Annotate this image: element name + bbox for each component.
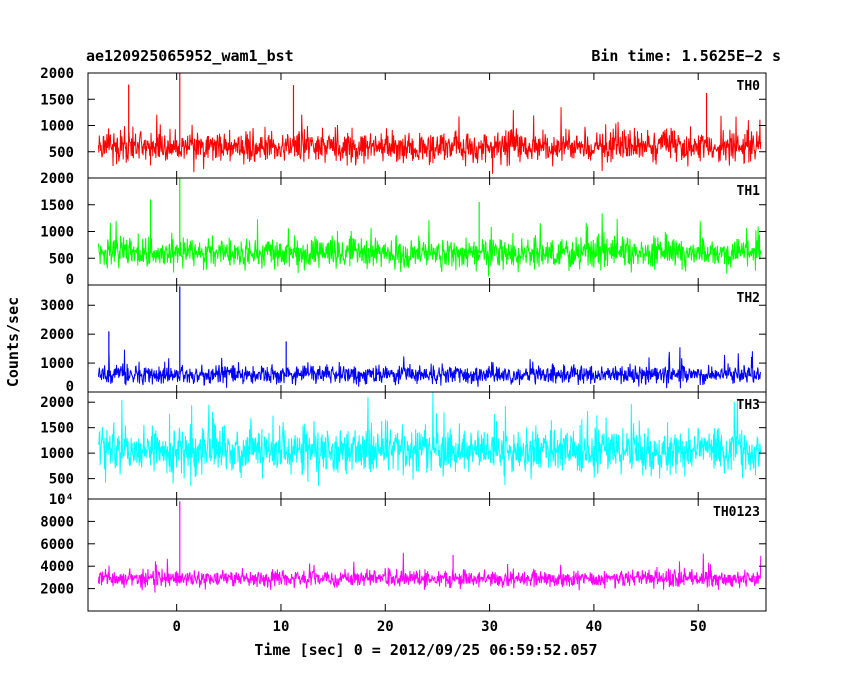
- series-line-th0123: [97, 552, 762, 593]
- y-tick-label-th3-3: 2000: [40, 395, 74, 411]
- y-axis-label: Counts/sec: [4, 297, 22, 387]
- y-tick-label-th0-2: 1500: [40, 92, 74, 108]
- series-line-th3: [97, 391, 762, 487]
- chart-title: ae120925065952_wam1_bst: [86, 47, 294, 65]
- y-tick-label-th2-0: 0: [66, 379, 74, 395]
- panel-label-th1: TH1: [737, 184, 761, 199]
- y-tick-label-th3-2: 1500: [40, 421, 74, 437]
- y-tick-label-th1-0: 0: [66, 272, 74, 288]
- y-tick-label-th1-3: 1500: [40, 198, 74, 214]
- panel-th3: 500 1000 1500 2000 10⁴ TH3: [40, 391, 767, 508]
- y-tick-label-th0-3: 2000: [40, 66, 74, 82]
- y-tick-label-th0123-1: 4000: [40, 559, 74, 575]
- y-tick-label-th2-2: 2000: [40, 327, 74, 343]
- y-tick-label-th1-1: 500: [49, 251, 74, 267]
- series-line-th1: [97, 213, 762, 277]
- x-tick-label-4: 40: [585, 619, 602, 635]
- y-tick-label-th0123-0: 2000: [40, 582, 74, 598]
- y-tick-label-th1-4: 2000: [40, 171, 74, 187]
- panel-label-th3: TH3: [737, 398, 760, 413]
- panel-th1: 0 500 1000 1500 2000 TH1: [40, 171, 767, 288]
- y-tick-label-th0123-2: 6000: [40, 537, 74, 553]
- panel-th0: 500 1000 1500 2000 TH0: [40, 66, 767, 179]
- y-tick-label-th0123-3: 8000: [40, 514, 74, 530]
- y-tick-label-th3-0: 500: [49, 472, 74, 488]
- x-axis-ticks: 0 10 20 30 40 50: [172, 619, 706, 635]
- y-tick-label-th1-2: 1000: [40, 225, 74, 241]
- series-line-th0: [97, 107, 762, 174]
- y-tick-label-th2-1: 1000: [40, 356, 74, 372]
- x-tick-label-3: 30: [481, 619, 498, 635]
- y-tick-label-th2-3: 3000: [40, 298, 74, 314]
- panel-frame-th1: [87, 177, 767, 286]
- panel-th2: 0 1000 2000 3000 TH2: [40, 284, 767, 395]
- panel-frame-th0: [87, 72, 767, 179]
- panel-frame-th0123: [87, 498, 767, 612]
- bin-time-label: Bin time: 1.5625E−2 s: [591, 47, 781, 65]
- y-tick-label-th3-1: 1000: [40, 446, 74, 462]
- x-axis-label: Time [sec] 0 = 2012/09/25 06:59:52.057: [254, 641, 597, 659]
- y-tick-label-extra-th3: 10⁴: [49, 492, 74, 508]
- panel-th0123: 2000 4000 6000 8000 TH0123: [40, 498, 767, 612]
- panel-label-th0123: TH0123: [713, 505, 760, 520]
- y-tick-label-th0-1: 1000: [40, 119, 74, 135]
- x-tick-label-0: 0: [172, 619, 180, 635]
- x-tick-label-5: 50: [690, 619, 707, 635]
- series-line-th2: [97, 347, 762, 389]
- y-tick-label-th0-0: 500: [49, 145, 74, 161]
- x-tick-label-1: 10: [273, 619, 290, 635]
- panel-label-th2: TH2: [737, 291, 760, 306]
- x-tick-label-2: 20: [377, 619, 394, 635]
- panels-group: 500 1000 1500 2000 TH0 0 500 1000 1500 2000 TH1 0 10…: [40, 66, 767, 612]
- panel-label-th0: TH0: [737, 79, 761, 94]
